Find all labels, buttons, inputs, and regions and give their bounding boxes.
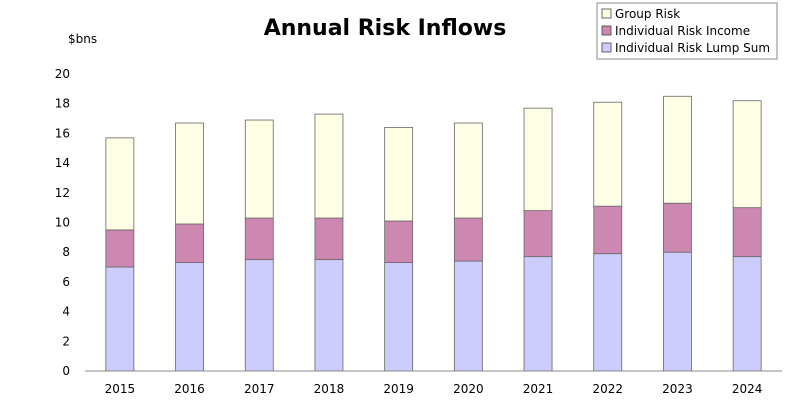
bar-segment	[732, 100, 762, 209]
bar-segment	[384, 127, 414, 222]
bar-segment	[314, 217, 344, 261]
bar-segment	[314, 259, 344, 372]
bar-segment	[523, 256, 553, 372]
bar-segment	[384, 220, 414, 263]
bar-segment	[453, 260, 483, 372]
y-tick-label: 0	[62, 364, 70, 378]
y-tick-label: 16	[55, 126, 70, 140]
bar-segment	[732, 207, 762, 258]
x-tick-label: 2024	[732, 382, 763, 396]
legend-label: Individual Risk Lump Sum	[615, 41, 770, 55]
bar-segment	[593, 253, 623, 372]
bar-segment	[314, 113, 344, 219]
y-tick-label: 20	[55, 67, 70, 81]
x-tick-label: 2020	[453, 382, 484, 396]
bar-segment	[105, 137, 135, 231]
bar-segment	[663, 95, 692, 204]
bar-segment	[244, 217, 274, 261]
y-tick-label: 14	[55, 156, 70, 170]
legend-swatch	[601, 42, 612, 53]
bar-segment	[523, 210, 553, 258]
x-tick-label: 2019	[383, 382, 414, 396]
bar-segment	[453, 122, 483, 219]
bar-segment	[523, 107, 553, 212]
legend-swatch	[601, 25, 612, 36]
bar-segment	[384, 262, 414, 372]
bar-segment	[593, 205, 623, 255]
chart-title: Annual Risk Inflows	[264, 16, 507, 41]
bar-segment	[175, 122, 204, 225]
x-tick-label: 2021	[523, 382, 554, 396]
x-tick-label: 2023	[662, 382, 693, 396]
x-axis-ticks: 2015 2016 2017 2018 2019 2020 2021 2022 2023 2024	[105, 382, 763, 396]
y-tick-label: 12	[55, 186, 70, 200]
legend-swatch	[601, 8, 612, 19]
y-tick-label: 10	[55, 216, 70, 230]
legend-label: Individual Risk Income	[615, 24, 750, 38]
legend-label: Group Risk	[615, 7, 680, 21]
bar-segment	[244, 259, 274, 372]
bar-segment	[105, 229, 135, 268]
x-tick-label: 2022	[592, 382, 623, 396]
bar-segment	[244, 119, 274, 219]
y-axis-ticks: 0 2 4 6 8 10 12 14 16 18 20	[55, 67, 70, 378]
y-tick-label: 4	[62, 305, 70, 319]
y-tick-label: 2	[62, 334, 70, 348]
y-tick-label: 6	[62, 275, 70, 289]
bar-segment	[175, 223, 204, 263]
bar-segment	[663, 251, 692, 372]
y-tick-label: 18	[55, 97, 70, 111]
legend: Group Risk Individual Risk Income Individu…	[596, 2, 778, 60]
bar-segment	[453, 217, 483, 262]
bars	[105, 95, 762, 372]
x-tick-label: 2017	[244, 382, 275, 396]
bar-segment	[732, 256, 762, 372]
x-tick-label: 2015	[105, 382, 136, 396]
y-tick-label: 8	[62, 245, 70, 259]
bar-segment	[663, 202, 692, 253]
y-axis-unit-label: $bns	[68, 32, 97, 46]
x-tick-label: 2016	[174, 382, 205, 396]
legend-box	[596, 2, 778, 60]
bar-segment	[175, 262, 204, 372]
x-tick-label: 2018	[314, 382, 345, 396]
bar-segment	[105, 266, 135, 372]
bar-segment	[593, 101, 623, 207]
